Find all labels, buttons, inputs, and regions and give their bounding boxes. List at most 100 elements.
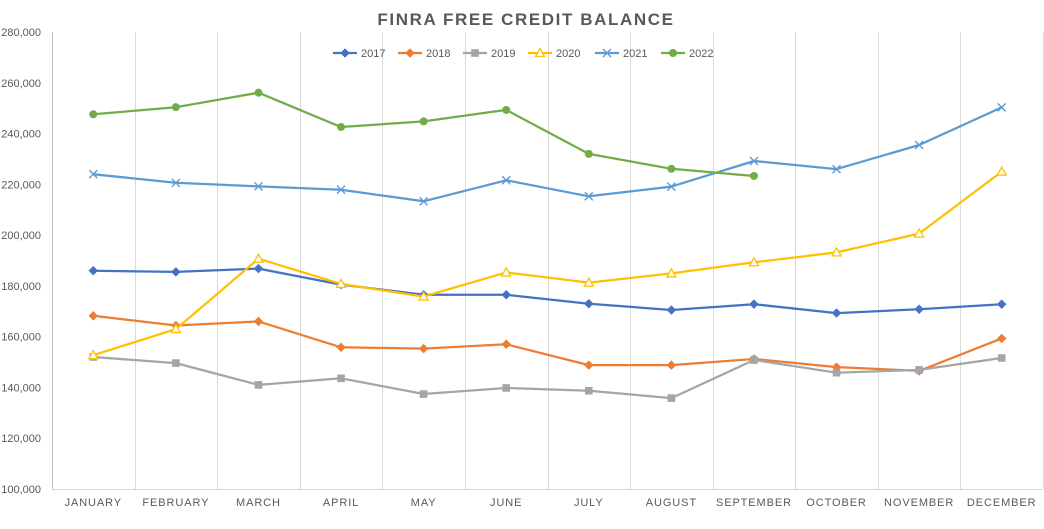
y-tick-label: 200,000 (1, 230, 41, 242)
data-point (750, 356, 758, 364)
data-point (501, 175, 511, 185)
data-point (501, 339, 512, 350)
legend-label: 2019 (491, 48, 515, 60)
legend-item: 2022 (661, 48, 713, 60)
data-point (471, 49, 479, 57)
data-point (418, 290, 430, 301)
y-tick-label: 180,000 (1, 281, 41, 293)
legend-label: 2017 (361, 48, 385, 60)
series-2022 (89, 88, 758, 180)
data-point (583, 360, 594, 370)
x-tick-label: JANUARY (65, 497, 122, 509)
data-point (997, 102, 1007, 112)
data-point (749, 156, 759, 166)
data-point (583, 276, 595, 287)
data-point (170, 323, 182, 334)
data-point (419, 390, 428, 398)
data-point (87, 349, 99, 360)
data-point (831, 308, 842, 318)
data-point (500, 266, 512, 277)
legend-label: 2022 (689, 48, 713, 60)
data-point (336, 185, 346, 195)
data-point (583, 298, 594, 309)
data-point (832, 368, 841, 377)
data-point (89, 110, 98, 119)
data-point (253, 181, 263, 191)
data-point (171, 267, 181, 277)
data-point (253, 316, 264, 327)
x-tick-label: OCTOBER (806, 497, 867, 509)
data-point (584, 149, 593, 158)
data-point (913, 227, 925, 238)
data-point (996, 165, 1008, 176)
chart-title: FINRA FREE CREDIT BALANCE (377, 10, 674, 29)
legend-label: 2020 (556, 48, 580, 60)
series-2020 (87, 165, 1008, 360)
data-point (337, 374, 345, 383)
legend-item: 2021 (595, 48, 647, 60)
y-tick-label: 220,000 (1, 179, 41, 191)
data-point (669, 49, 677, 57)
data-point (665, 267, 677, 278)
data-point (667, 394, 676, 402)
x-tick-label: FEBRUARY (142, 497, 209, 509)
data-point (340, 48, 350, 58)
series-line (92, 170, 1003, 357)
data-point (584, 191, 594, 201)
series-group (87, 88, 1008, 402)
data-point (501, 289, 512, 300)
data-point (253, 263, 264, 274)
data-point (584, 386, 593, 395)
data-point (254, 88, 263, 97)
data-point (337, 122, 346, 131)
x-tick-label: MARCH (236, 497, 281, 509)
y-tick-label: 260,000 (1, 78, 41, 90)
data-point (171, 103, 180, 112)
data-point (502, 384, 511, 392)
data-point (749, 171, 758, 180)
y-tick-label: 100,000 (1, 484, 41, 496)
legend-item: 2019 (463, 48, 515, 60)
y-tick-label: 240,000 (1, 129, 41, 141)
data-point (172, 359, 180, 367)
data-point (997, 354, 1006, 362)
data-point (252, 252, 265, 263)
data-point (666, 305, 677, 315)
data-point (830, 246, 843, 257)
data-point (667, 164, 676, 173)
x-tick-label: JULY (574, 497, 604, 509)
data-point (254, 381, 263, 389)
data-point (405, 48, 415, 58)
legend: 2017 2018 2019 2020 2021 2022 (333, 47, 713, 60)
data-point (666, 182, 676, 192)
legend-item: 2020 (528, 47, 580, 60)
y-tick-label: 140,000 (1, 382, 41, 394)
data-point (88, 265, 99, 276)
data-point (419, 196, 429, 206)
series-line (92, 106, 1003, 203)
data-point (832, 164, 842, 174)
x-tick-label: APRIL (323, 497, 359, 509)
data-point (915, 366, 923, 374)
legend-label: 2018 (426, 48, 450, 60)
data-point (602, 48, 612, 58)
series-2021 (88, 102, 1007, 206)
x-tick-label: NOVEMBER (884, 497, 954, 509)
data-point (502, 105, 511, 114)
y-tick-label: 120,000 (1, 433, 41, 445)
data-point (171, 178, 181, 188)
data-point (748, 256, 760, 267)
data-point (418, 343, 429, 354)
data-point (996, 333, 1007, 344)
legend-item: 2017 (333, 48, 385, 60)
x-tick-label: DECEMBER (967, 497, 1037, 509)
data-point (88, 310, 99, 321)
data-point (534, 47, 546, 58)
data-point (996, 299, 1007, 310)
axes: 100,000 120,000 140,000 160,000 180,000 200,0… (1, 27, 1043, 509)
data-point (419, 117, 428, 126)
x-tick-label: JUNE (490, 497, 522, 509)
data-point (914, 140, 924, 150)
